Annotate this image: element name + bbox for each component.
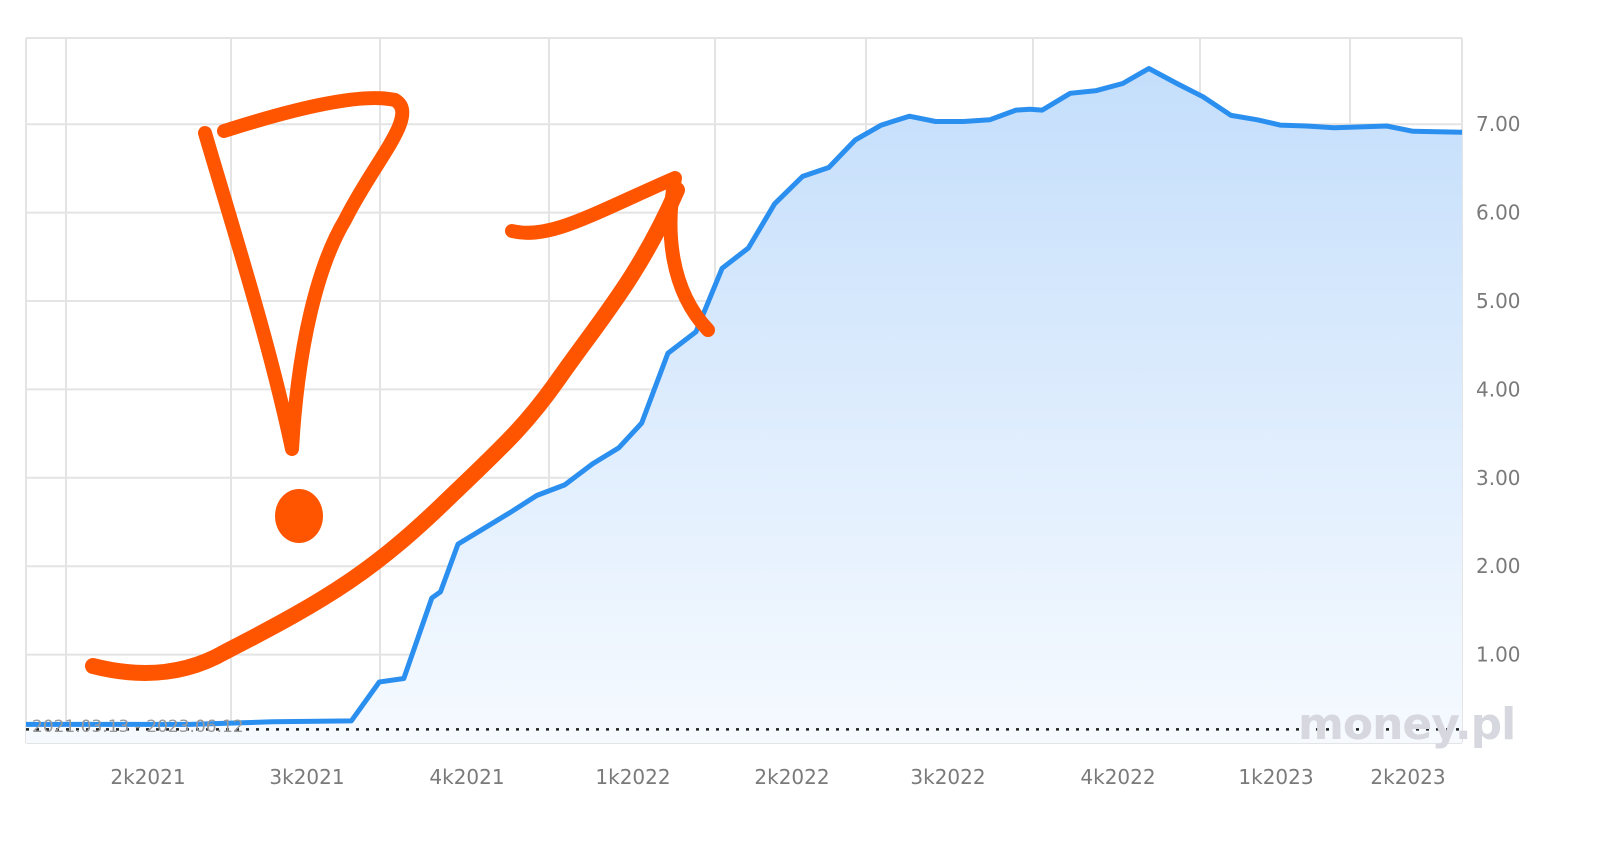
exclamation-stroke	[198, 91, 410, 456]
x-tick-label: 4k2022	[1080, 765, 1155, 789]
arrow-head	[505, 171, 715, 337]
y-tick-label: 2.00	[1476, 554, 1521, 578]
x-tick-label: 2k2023	[1370, 765, 1445, 789]
watermark: money.pl	[1298, 699, 1515, 750]
x-tick-label: 3k2022	[910, 765, 985, 789]
exclamation-dot	[275, 489, 323, 543]
x-tick-label: 1k2022	[595, 765, 670, 789]
y-axis-ticks: 1.00 2.00 3.00 4.00 5.00 6.00 7.00	[1476, 112, 1521, 666]
y-tick-label: 5.00	[1476, 289, 1521, 313]
y-tick-label: 4.00	[1476, 377, 1521, 401]
series-area	[26, 68, 1462, 743]
hand-drawn-annotations	[85, 91, 715, 681]
x-tick-label: 1k2023	[1238, 765, 1313, 789]
y-tick-label: 1.00	[1476, 643, 1521, 667]
x-axis-ticks: 2k2021 3k2021 4k2021 1k2022 2k2022 3k2022 4k20…	[110, 765, 1445, 789]
x-tick-label: 2k2022	[754, 765, 829, 789]
y-tick-label: 7.00	[1476, 112, 1521, 136]
x-tick-label: 2k2021	[110, 765, 185, 789]
arrow-shaft	[85, 182, 685, 681]
x-tick-label: 4k2021	[429, 765, 504, 789]
range-label: 2021.03.13 - 2023.06.12	[32, 717, 244, 737]
y-tick-label: 6.00	[1476, 201, 1521, 225]
x-tick-label: 3k2021	[269, 765, 344, 789]
y-tick-label: 3.00	[1476, 466, 1521, 490]
series-line	[26, 66, 1463, 727]
